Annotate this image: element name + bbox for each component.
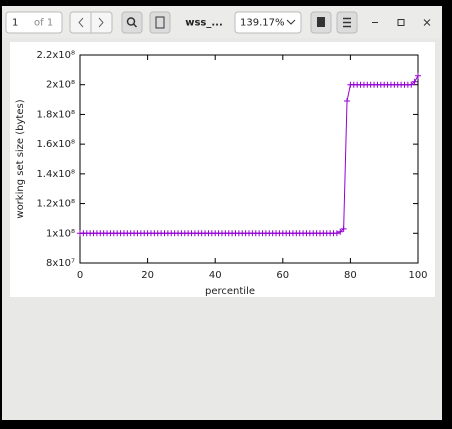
y-tick-label: 1.2x10⁸: [36, 199, 75, 210]
point-marker: [344, 98, 351, 105]
point-marker: [333, 230, 340, 237]
search-icon: [132, 23, 138, 28]
x-tick-label: 60: [276, 270, 289, 281]
page-box[interactable]: [5, 11, 63, 34]
save-icon: [317, 17, 325, 27]
zoom-chevron: [286, 19, 296, 25]
search-icon: [126, 17, 136, 26]
zoom-value: 139.17%: [240, 18, 285, 29]
page-count: of 1: [34, 18, 53, 29]
search-button[interactable]: [121, 11, 143, 34]
document-title: wss_...: [185, 18, 223, 29]
y-tick-label: 1.6x10⁸: [36, 139, 75, 150]
x-tick-label: 100: [408, 270, 427, 281]
point-marker: [411, 78, 418, 85]
y-tick-label: 1x10⁸: [46, 228, 75, 239]
point-marker: [337, 228, 344, 235]
page-number: 1: [12, 18, 18, 29]
x-tick-label: 80: [344, 270, 357, 281]
menu-icon: [343, 17, 351, 28]
toolbar: 1 of 1 wss_... 139.17%: [2, 6, 442, 38]
y-axis-label: working set size (bytes): [15, 99, 26, 218]
y-tick-label: 8x10⁷: [46, 258, 75, 269]
nav-arrows: [78, 17, 104, 28]
maximize-button[interactable]: [397, 19, 405, 26]
x-tick-label: 40: [209, 270, 222, 281]
x-tick-label: 0: [77, 270, 83, 281]
point-marker: [340, 225, 347, 232]
y-tick-label: 2x10⁸: [46, 80, 75, 91]
y-tick-label: 1.8x10⁸: [36, 109, 75, 120]
close-button[interactable]: [423, 19, 431, 26]
y-tick-label: 1.4x10⁸: [36, 169, 75, 180]
sidebar-icon: [155, 16, 165, 29]
x-axis-label: percentile: [205, 286, 255, 297]
point-marker: [408, 81, 415, 88]
sidebar-button[interactable]: [149, 11, 171, 34]
y-tick-label: 2.2x10⁸: [36, 50, 75, 61]
plot-border: [79, 54, 419, 264]
point-marker: [415, 72, 421, 79]
x-tick-label: 20: [141, 270, 154, 281]
zoom-box[interactable]: [234, 11, 302, 34]
